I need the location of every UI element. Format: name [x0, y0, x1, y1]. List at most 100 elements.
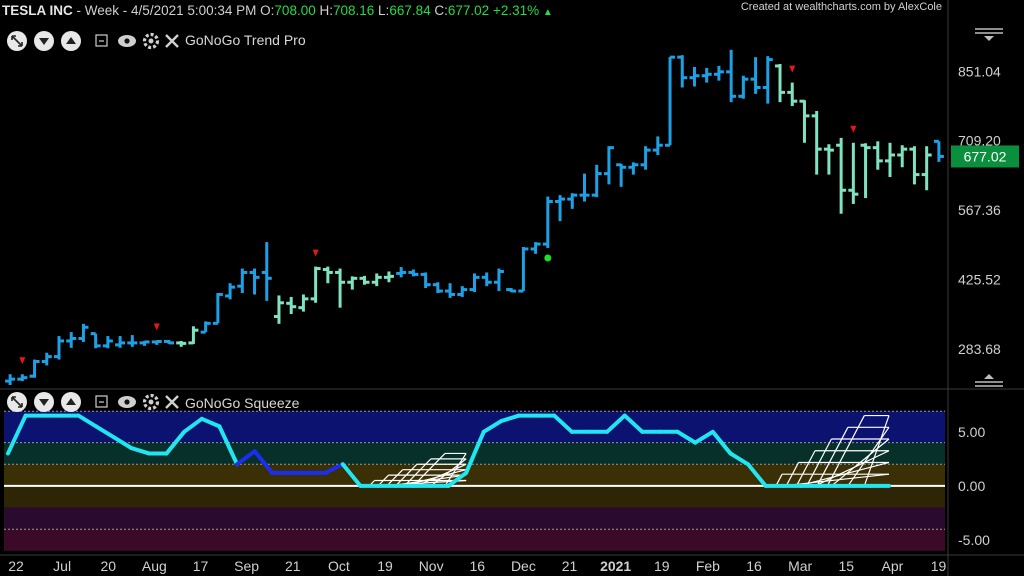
close-label: C: [434, 3, 448, 18]
x-tick-label: Mar [788, 558, 812, 574]
price-bar [188, 326, 199, 345]
high-label: H: [319, 3, 333, 18]
price-bar [273, 295, 284, 324]
price-bar [469, 273, 480, 293]
price-bar [750, 57, 761, 94]
squeeze-segment [499, 413, 521, 423]
gear-icon [142, 393, 160, 411]
x-tick-label: 19 [931, 558, 947, 574]
x-tick-label: 19 [654, 558, 670, 574]
price-bar [457, 286, 468, 297]
price-bar [701, 67, 712, 83]
x-tick-label: 21 [562, 558, 578, 574]
price-bar [689, 66, 700, 87]
x-tick-label: Jul [53, 558, 71, 574]
squeeze-segment [76, 413, 99, 429]
price-bar [41, 352, 52, 366]
net-line [795, 450, 816, 487]
squeeze-segment [94, 424, 116, 440]
price-bar [799, 99, 810, 143]
toolbar-icons [7, 28, 1003, 412]
band-neg1 [4, 485, 945, 508]
down-arrow-icon [19, 357, 26, 365]
squeeze-panel [4, 410, 945, 551]
net-line [404, 458, 432, 487]
squeeze-tick-label: 0.00 [958, 478, 985, 494]
down-arrow-icon [850, 125, 857, 133]
scale-handle-bottom [975, 381, 1003, 387]
eye-icon-pupil [124, 38, 130, 44]
price-bar [310, 266, 321, 303]
price-bar [359, 275, 370, 285]
price-bar [738, 75, 749, 99]
down-arrow-icon [153, 323, 160, 331]
x-tick-label: Feb [696, 558, 720, 574]
squeeze-tick-label: 5.00 [958, 424, 985, 440]
down-arrow-icon [312, 249, 319, 257]
squeeze-segment [710, 429, 733, 456]
price-bar [665, 55, 676, 147]
eye-icon-pupil [124, 399, 130, 405]
price-bar [102, 336, 113, 349]
squeeze-segment [622, 413, 645, 434]
squeeze-segment [481, 418, 504, 434]
expand-icon-glyph [11, 35, 23, 47]
price-tick-label: 709.20 [958, 133, 1001, 149]
price-tick-label: 567.36 [958, 202, 1001, 218]
squeeze-segment [693, 429, 715, 445]
x-tick-label: 20 [100, 558, 116, 574]
squeeze-segment [605, 413, 627, 434]
high-value: 708.16 [332, 3, 375, 18]
squeeze-segment [6, 413, 28, 456]
squeeze-segment [129, 446, 151, 456]
x-tick-label: 16 [469, 558, 485, 574]
net-line [416, 463, 467, 487]
price-bar [787, 82, 798, 107]
scale-handle-top-arrow [984, 36, 994, 41]
move-up-icon-glyph [66, 37, 76, 44]
price-bar [591, 164, 602, 198]
squeeze-segment [323, 462, 345, 475]
net-line [412, 453, 446, 487]
price-bar [860, 143, 871, 199]
price-bar [322, 266, 333, 284]
net-line [826, 415, 865, 487]
band-neg2 [4, 507, 945, 530]
net-line [444, 453, 467, 487]
move-down-icon-glyph [39, 399, 49, 406]
net-line [785, 462, 800, 487]
price-bar [408, 269, 419, 277]
triangle-up-icon: ▲ [542, 7, 553, 18]
squeeze-segment [675, 429, 698, 445]
price-bar [616, 163, 627, 187]
squeeze-segment [199, 416, 222, 429]
price-bar [200, 321, 211, 334]
x-tick-label: 15 [839, 558, 855, 574]
price-bar [90, 332, 101, 349]
price-bar [420, 272, 431, 289]
x-tick-label: 2021 [600, 558, 631, 574]
squeeze-segment [446, 470, 469, 488]
scale-handle-bottom-arrow [984, 374, 994, 379]
x-tick-label: Nov [419, 558, 444, 574]
net-line [814, 450, 890, 487]
squeeze-segment [252, 449, 275, 475]
gear-icon-hub [148, 38, 154, 44]
price-bar [811, 110, 822, 175]
price-bar [493, 268, 504, 292]
price-bar [506, 288, 517, 293]
x-tick-label: 19 [377, 558, 393, 574]
squeeze-segment [235, 449, 257, 467]
net-line [395, 463, 418, 487]
signal-dot [544, 254, 552, 262]
net-line [847, 426, 890, 487]
price-bar [921, 146, 932, 191]
price-bar [212, 292, 223, 325]
band-neg3 [4, 529, 945, 551]
price-tick-label: 283.68 [958, 341, 1001, 357]
price-bar [432, 282, 443, 294]
move-down-icon-glyph [39, 38, 49, 45]
squeeze-segment [340, 462, 363, 488]
down-arrow-icon [789, 65, 796, 73]
sep: - [122, 3, 132, 18]
